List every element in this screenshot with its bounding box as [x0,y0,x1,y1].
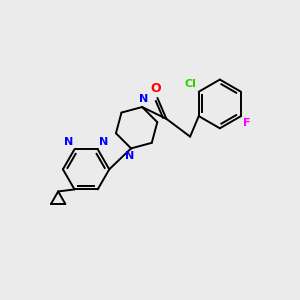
Text: N: N [99,137,108,147]
Text: N: N [125,152,134,161]
Text: N: N [64,137,73,147]
Text: Cl: Cl [184,80,196,89]
Text: O: O [151,82,161,95]
Text: F: F [243,118,251,128]
Text: N: N [139,94,148,104]
